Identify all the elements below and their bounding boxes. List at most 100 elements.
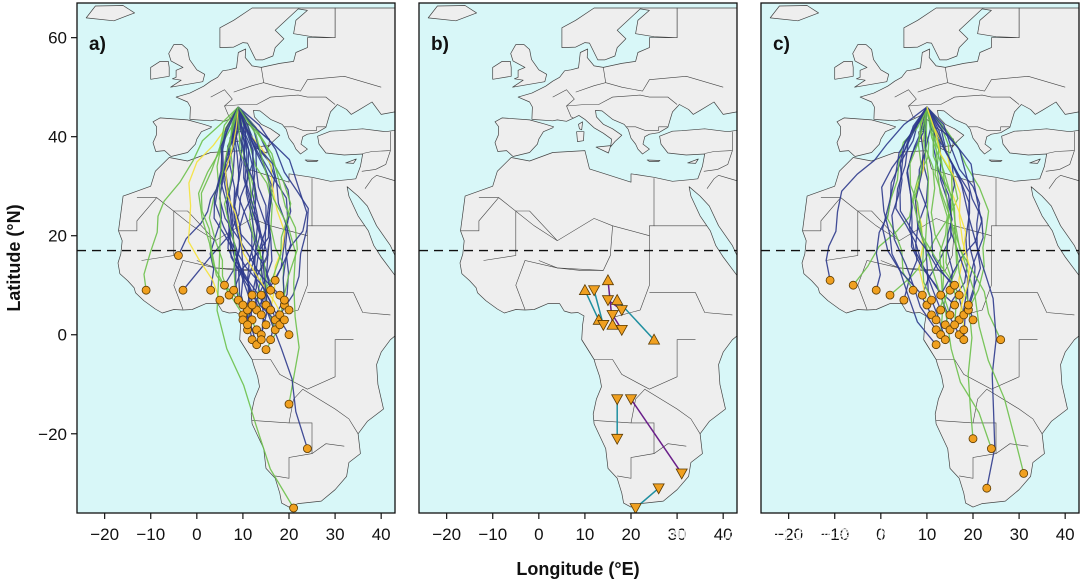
panel-c-endpoint [936,305,946,315]
panel-c-endpoint [996,335,1006,345]
panel-a-y-tick-label: 40 [48,128,67,147]
panel-b-label: b) [431,34,449,55]
panel-a-endpoint [238,300,248,310]
panel-c-endpoint [964,300,973,310]
panel-a-track [224,106,285,321]
panel-a-endpoint [215,295,225,305]
panel-b-triangle-marker [610,293,624,305]
panel-a-country-border [361,150,391,172]
panel-a-country-border [210,89,233,119]
panel-b-x-axis: −20 −10 0 10 20 30 40 [432,513,733,544]
panel-b-triangle-marker [610,433,624,446]
panel-a-track [237,106,300,405]
panel-c-track [926,106,971,330]
panel-a-endpoint [289,503,299,513]
panel-b-country-border [460,197,499,232]
panel-c-x-tick-label: 30 [1010,525,1029,544]
panel-a-x-tick-label: 10 [233,525,252,544]
panel-c-endpoint [959,325,969,335]
panel-b-segment [584,289,600,321]
panel-a-track [143,106,239,291]
panel-a-y-axis: −20 0 20 40 60 [38,29,77,444]
panel-c-country-border [947,75,1066,92]
panel-b-country-border [605,75,724,92]
panel-a-endpoint [266,305,276,315]
panel-a-endpoint [247,290,257,300]
panel-b-triangle-marker [629,503,642,513]
panel-b-triangle-marker [578,283,592,295]
panel-a-landmass [150,61,170,80]
panel-c-endpoint [982,483,992,493]
panel-c-x-tick-label: 10 [917,525,936,544]
panel-a-x-tick-label: −20 [90,525,119,544]
watermark: 知乎 @中国生物多样性保... [672,527,942,552]
panel-a-endpoint [141,285,151,295]
panel-c-landmass [988,159,1003,162]
panel-c-endpoint [954,290,964,300]
panel-c-endpoint [848,280,858,290]
panel-a-endpoint [256,290,266,300]
panel-c-track [926,106,982,306]
panel-c-track [909,106,960,296]
panel-c-track [906,106,942,311]
panel-b-country-border [704,131,733,154]
panel-a-endpoint [261,320,271,330]
panel-a-country-border [224,94,336,107]
panel-c-track [903,106,932,301]
panel-b-x-tick-label: 20 [622,525,641,544]
panel-a-country-border [239,339,354,390]
panel-a-endpoint [279,315,289,325]
panel-c-basemap [769,5,1079,508]
panel-c-endpoint [825,275,835,285]
panel-b-triangle-marker [606,318,619,330]
panel-c-x-tick-label: 40 [1056,525,1075,544]
panel-c-endpoint [940,335,950,345]
panel-a-endpoint [279,295,289,305]
panel-b-country-border [630,388,701,434]
panel-c-endpoint [936,290,946,300]
panel-b: b) −20 −10 0 10 20 30 40 [418,2,738,544]
panel-c-x-axis: −20 −10 0 10 20 30 40 [774,513,1075,544]
panel-c-track [925,106,951,316]
panel-a-country-border [364,174,395,189]
panel-a-y-tick-label: 0 [58,326,67,345]
panel-a-country-border [311,443,345,454]
panel-c-endpoint [871,285,881,295]
panel-a-endpoint [243,320,252,330]
panel-c-country-border [923,339,1038,390]
panel-c-track [926,106,990,311]
panel-c-landmass [769,5,819,22]
panel-c-landmass [1029,158,1041,164]
panel-c-endpoint [945,310,955,320]
panel-a-endpoint [229,285,239,295]
panel-a-landmass [304,159,319,162]
panel-b-triangle-marker [647,333,661,345]
panel-a-landmass [219,7,336,61]
panel-c-x-tick-label: 0 [876,525,885,544]
panel-c-points [825,275,1029,493]
panel-b-country-border [552,89,575,119]
panel-b-landmass [687,158,699,164]
panel-b-triangle-marker [615,305,628,317]
panel-c-landmass [903,7,1020,61]
panel-a-track [237,106,309,449]
panel-c-track [923,106,993,449]
panel-c-country-border [802,197,841,232]
panel-a-endpoint [173,251,183,260]
panel-a: a) −20 −10 0 10 20 30 40 −20 0 20 40 60 [38,2,396,544]
panel-b-country-border [649,292,733,316]
panel-c-endpoint [931,315,941,325]
panel-a-track [237,106,286,311]
panel-a-y-tick-label: −20 [38,425,67,444]
y-axis-label: Latitude (°N) [4,204,24,311]
panel-a-country-border [141,210,216,261]
panel-b-landmass [646,159,661,162]
panel-c-landmass [834,61,854,80]
panel-b-country-border [706,174,737,189]
panel-a-x-tick-label: −10 [136,525,165,544]
panel-b-landmass [595,145,612,154]
panel-a-track [216,106,295,509]
panel-b-x-tick-label: 40 [714,525,733,544]
panel-a-endpoint [178,285,188,295]
